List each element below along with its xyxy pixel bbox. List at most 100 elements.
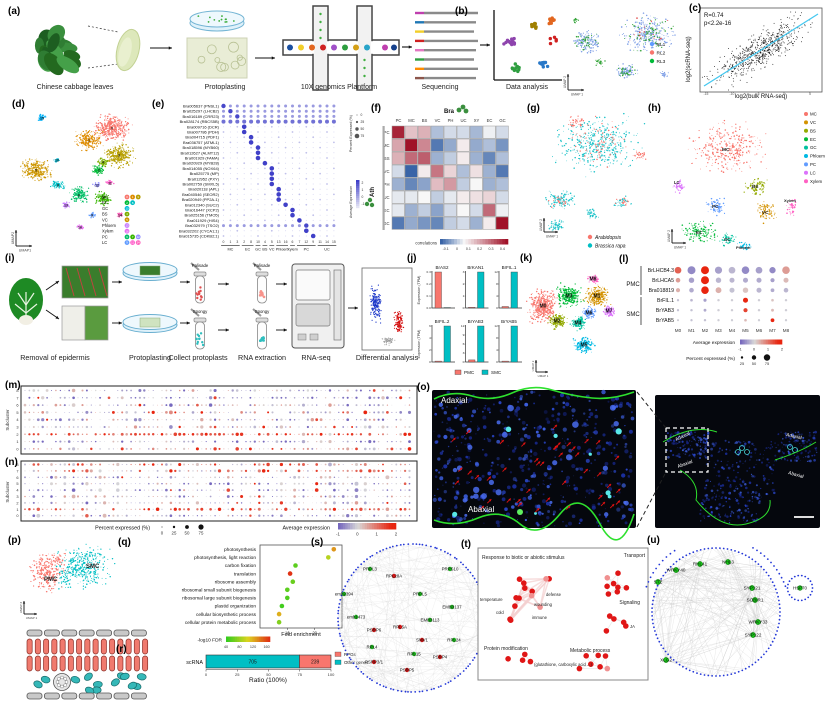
gene-label: Bra005637 (PNSL1) (183, 104, 220, 109)
panel-label-i: (i) (5, 253, 15, 264)
cluster-dot (534, 26, 538, 30)
ring-gene-dot (376, 682, 378, 685)
palisade-cell (59, 638, 66, 655)
epidermis-cell (61, 629, 78, 637)
ring-gene-dot (337, 624, 340, 627)
cluster-number-5: 5 (35, 168, 37, 172)
ring-gene-dot (410, 691, 412, 693)
svg-text:12: 12 (304, 240, 308, 244)
caption-collect-protoplasts: Collect protoplasts (168, 353, 228, 362)
u-ring-dot (754, 661, 757, 664)
cluster-number-8: 8 (57, 183, 59, 187)
heatmap-cell (417, 216, 431, 230)
palisade-cell (142, 638, 149, 655)
ring-gene-dot (342, 588, 345, 591)
ring-gene-dot (352, 571, 355, 574)
ring-gene-dot (337, 606, 340, 609)
cluster-dot (504, 40, 508, 45)
k-cluster-label-M2: M2 (554, 319, 561, 325)
heatmap-cell (495, 203, 509, 217)
signal-arrow (519, 502, 522, 506)
u-ring-dot (765, 571, 768, 574)
palisade-cell (34, 655, 41, 672)
cluster-dot (548, 17, 552, 21)
ring-gene-dot (395, 544, 398, 547)
gel-bead (320, 44, 326, 51)
u-ring-dot (655, 633, 658, 636)
u-ring-dot (778, 603, 781, 606)
svg-text:3: 3 (236, 240, 238, 244)
ring-gene-dot (473, 656, 476, 659)
ring-gene-dot (433, 687, 435, 690)
ring-gene-dot (469, 663, 471, 665)
gene-label: Bra016189 (CRR23) (183, 114, 220, 119)
caption-protoplasting-i: Protoplasting (129, 353, 171, 362)
go-network-node (512, 603, 518, 609)
u-hub-label-STZ: STZ (654, 580, 663, 585)
palisade-cell (67, 638, 74, 655)
ring-gene-dot (350, 574, 353, 577)
ring-gene-dot (467, 665, 470, 668)
cluster-number-2: 2 (98, 168, 100, 172)
panel-label-g: (g) (527, 103, 540, 114)
t-label-3: defense (546, 592, 562, 597)
right-adaxial-2: Adaxial (786, 432, 803, 441)
u-ring-dot (662, 647, 665, 650)
go-network-node (620, 619, 627, 626)
svg-text:MC: MC (408, 118, 415, 123)
r-legend-swatch-1 (334, 659, 342, 665)
heatmap-cell (430, 125, 444, 139)
hub-node-EMB3113 (427, 617, 433, 623)
hub-label-RPL24: RPL24 (447, 638, 461, 643)
bar-chart-title-BrFIL.1: BrFIL.1 (502, 265, 517, 270)
palisade-cell (100, 638, 107, 655)
svg-text:10: 10 (125, 207, 129, 211)
u-ring-dot (760, 656, 763, 659)
u-ring-dot (748, 665, 750, 668)
heatmap-cell (482, 190, 496, 204)
u-ring-dot (715, 675, 717, 677)
hub-node-PRPS10 (447, 566, 453, 572)
heatmap-cell (430, 138, 444, 152)
u-ring-dot (703, 674, 706, 676)
h-plot-label-EC: EC (696, 230, 703, 235)
ring-gene-dot (340, 594, 343, 597)
legend-swatch-RL1 (649, 41, 655, 47)
ring-gene-dot (344, 649, 347, 652)
heatmap-cell (482, 177, 496, 191)
gene-label: Bra025297 (LHCB2) (183, 109, 220, 114)
gel-bead (391, 44, 397, 51)
bar-chart-title-BrYAB3: BrYAB3 (468, 319, 484, 324)
ring-gene-dot (390, 688, 392, 690)
gene-label: Bra015735 (CDKB2;1) (179, 234, 220, 239)
hub-label-RPL5A: RPL5A (393, 625, 407, 630)
cluster-dot (516, 69, 520, 74)
ring-gene-dot (426, 689, 428, 692)
signal-arrow (547, 497, 550, 501)
ring-gene-dot (355, 568, 357, 571)
group-label-smc: SMC (626, 312, 640, 318)
epidermis-cell (96, 629, 112, 637)
signal-arrow (617, 500, 620, 504)
hsp70-ring-dot (800, 599, 803, 602)
gene-label: Bra004715 (PDF1) (185, 135, 219, 140)
u-ring-dot (711, 547, 713, 549)
svg-text:PC: PC (304, 247, 310, 251)
h-plot-label-PC: PC (712, 204, 719, 209)
gel-bead (287, 44, 293, 51)
svg-text:UMAP2: UMAP2 (11, 232, 15, 244)
go-network-node (610, 580, 617, 587)
svg-text:-10: -10 (730, 92, 735, 96)
legend-label-RL1: RL1 (657, 42, 666, 48)
hsp70-ring-dot (807, 596, 810, 599)
heatmap-cell (404, 164, 418, 178)
right-abaxial-2: Abaxial (787, 470, 804, 480)
h-plot-label-LC: LC (674, 180, 680, 185)
hub-label-PRPS10: PRPS10 (442, 567, 459, 572)
u-ring-dot (672, 659, 675, 661)
heatmap-cell (482, 138, 496, 152)
signal-arrow (598, 472, 602, 475)
u-ring-dot (655, 588, 658, 591)
heatmap-cell (417, 177, 431, 191)
